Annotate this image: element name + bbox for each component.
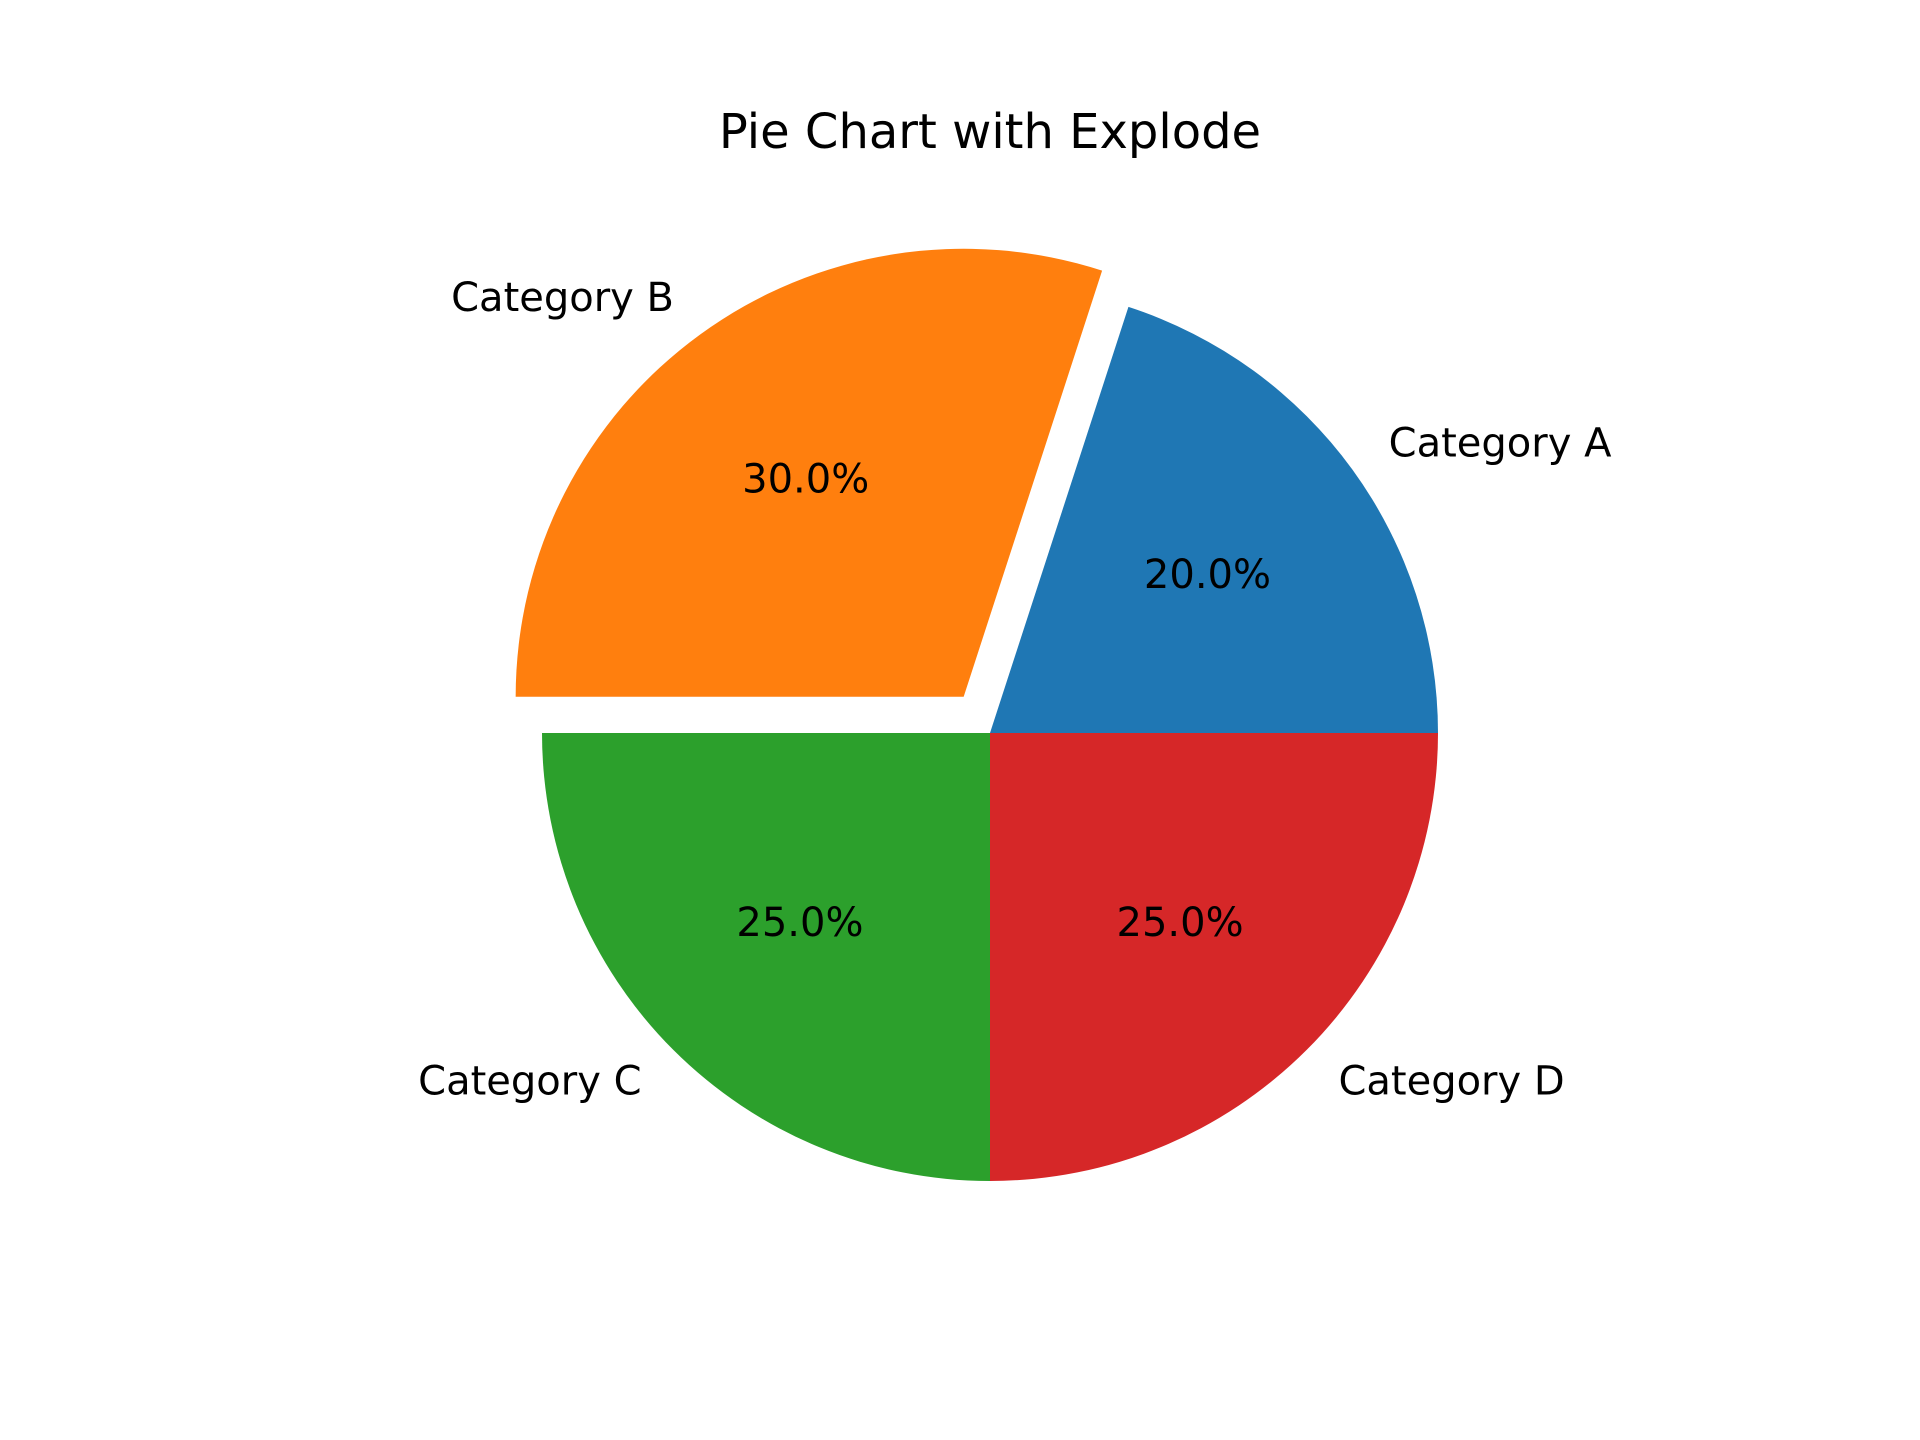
pie-slice-category-d: [990, 733, 1438, 1181]
pie-slice-category-b: [515, 248, 1103, 697]
category-label-category-b: Category B: [451, 275, 674, 321]
percent-label-category-c: 25.0%: [736, 900, 863, 946]
pie-slice-category-c: [542, 733, 990, 1181]
percent-label-category-d: 25.0%: [1117, 900, 1244, 946]
pie-slices: [515, 248, 1438, 1181]
pie-slice-category-a: [990, 306, 1438, 733]
percent-label-category-b: 30.0%: [742, 456, 869, 502]
slice-labels: 20.0% Category A 30.0% Category B 25.0% Categ…: [418, 275, 1612, 1104]
percent-label-category-a: 20.0%: [1144, 552, 1271, 598]
chart-title: Pie Chart with Explode: [719, 104, 1261, 160]
category-label-category-c: Category C: [418, 1058, 641, 1104]
category-label-category-a: Category A: [1389, 420, 1612, 466]
category-label-category-d: Category D: [1338, 1058, 1564, 1104]
